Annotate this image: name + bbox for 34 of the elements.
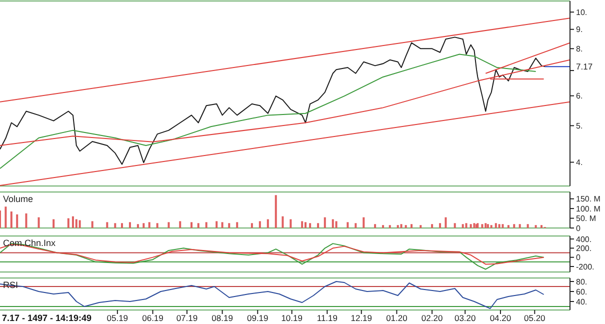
y-tick-label: -200. — [576, 262, 594, 272]
y-tick-label: 80. — [576, 277, 588, 286]
ref-line-label: 7.17 — [576, 62, 593, 72]
y-tick-label: 0 — [576, 253, 581, 262]
y-tick-label: 40. — [576, 297, 588, 306]
x-tick-label: 09.19 — [247, 313, 269, 323]
y-tick-label: 5. — [576, 121, 583, 130]
y-tick-label: 400. — [576, 234, 592, 244]
y-tick-label: 4. — [576, 158, 583, 168]
x-tick-label: 03.20 — [454, 313, 476, 323]
y-tick-label: 10. — [576, 8, 588, 17]
y-tick-label: 150. M — [576, 194, 601, 204]
y-tick-label: 9. — [576, 25, 583, 34]
x-tick-label: 05.19 — [106, 313, 128, 323]
x-tick-label: 02.20 — [421, 313, 443, 323]
x-tick-label: 12.19 — [350, 313, 372, 323]
x-tick-label: 08.19 — [212, 313, 234, 323]
x-tick-label: 01.20 — [386, 313, 408, 323]
x-tick-label: 07.19 — [176, 313, 198, 323]
y-tick-label: 6. — [576, 92, 583, 101]
text: 7.17 - 1497 - 14:19:49 — [2, 313, 92, 323]
x-tick-label: 04.20 — [490, 313, 512, 323]
chart-title: Com.Chn.Inx — [3, 238, 56, 248]
x-tick-label: 10.19 — [281, 313, 303, 323]
y-tick-label: 60. — [576, 287, 588, 296]
y-tick-label: 200. — [576, 244, 592, 253]
y-tick-label: 100. M — [576, 204, 601, 214]
y-tick-label: 0 — [576, 224, 581, 233]
y-tick-label: 8. — [576, 44, 583, 54]
x-tick-label: 06.19 — [142, 313, 164, 323]
x-tick-label: 11.19 — [316, 313, 338, 323]
y-tick-label: 50. M — [576, 214, 596, 224]
chart-title: Volume — [3, 194, 34, 204]
x-tick-label: 05.20 — [524, 313, 546, 323]
